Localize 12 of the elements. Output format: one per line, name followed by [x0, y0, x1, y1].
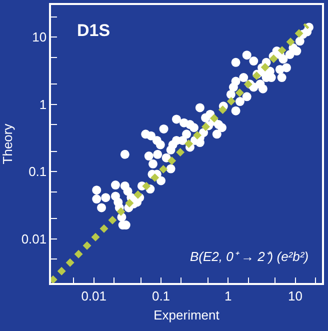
- y-tick-label: 0.01: [21, 231, 47, 246]
- text: D1S: [77, 21, 110, 40]
- x-tick-label: 10: [288, 288, 303, 304]
- x-axis-title: Experiment: [154, 307, 220, 322]
- y-tick-label: 0.1: [28, 164, 47, 180]
- x-tick-label: 1: [224, 288, 232, 304]
- y-tick-label: 10: [32, 30, 47, 45]
- x-tick-label: 0.01: [81, 288, 107, 304]
- annotation: B(E2, 0⁺ → 2⁺) (e²b²): [190, 249, 309, 264]
- y-axis-title: Theory: [0, 123, 15, 164]
- x-tick-label: 0.1: [152, 288, 170, 304]
- y-tick-label: 1: [39, 96, 47, 112]
